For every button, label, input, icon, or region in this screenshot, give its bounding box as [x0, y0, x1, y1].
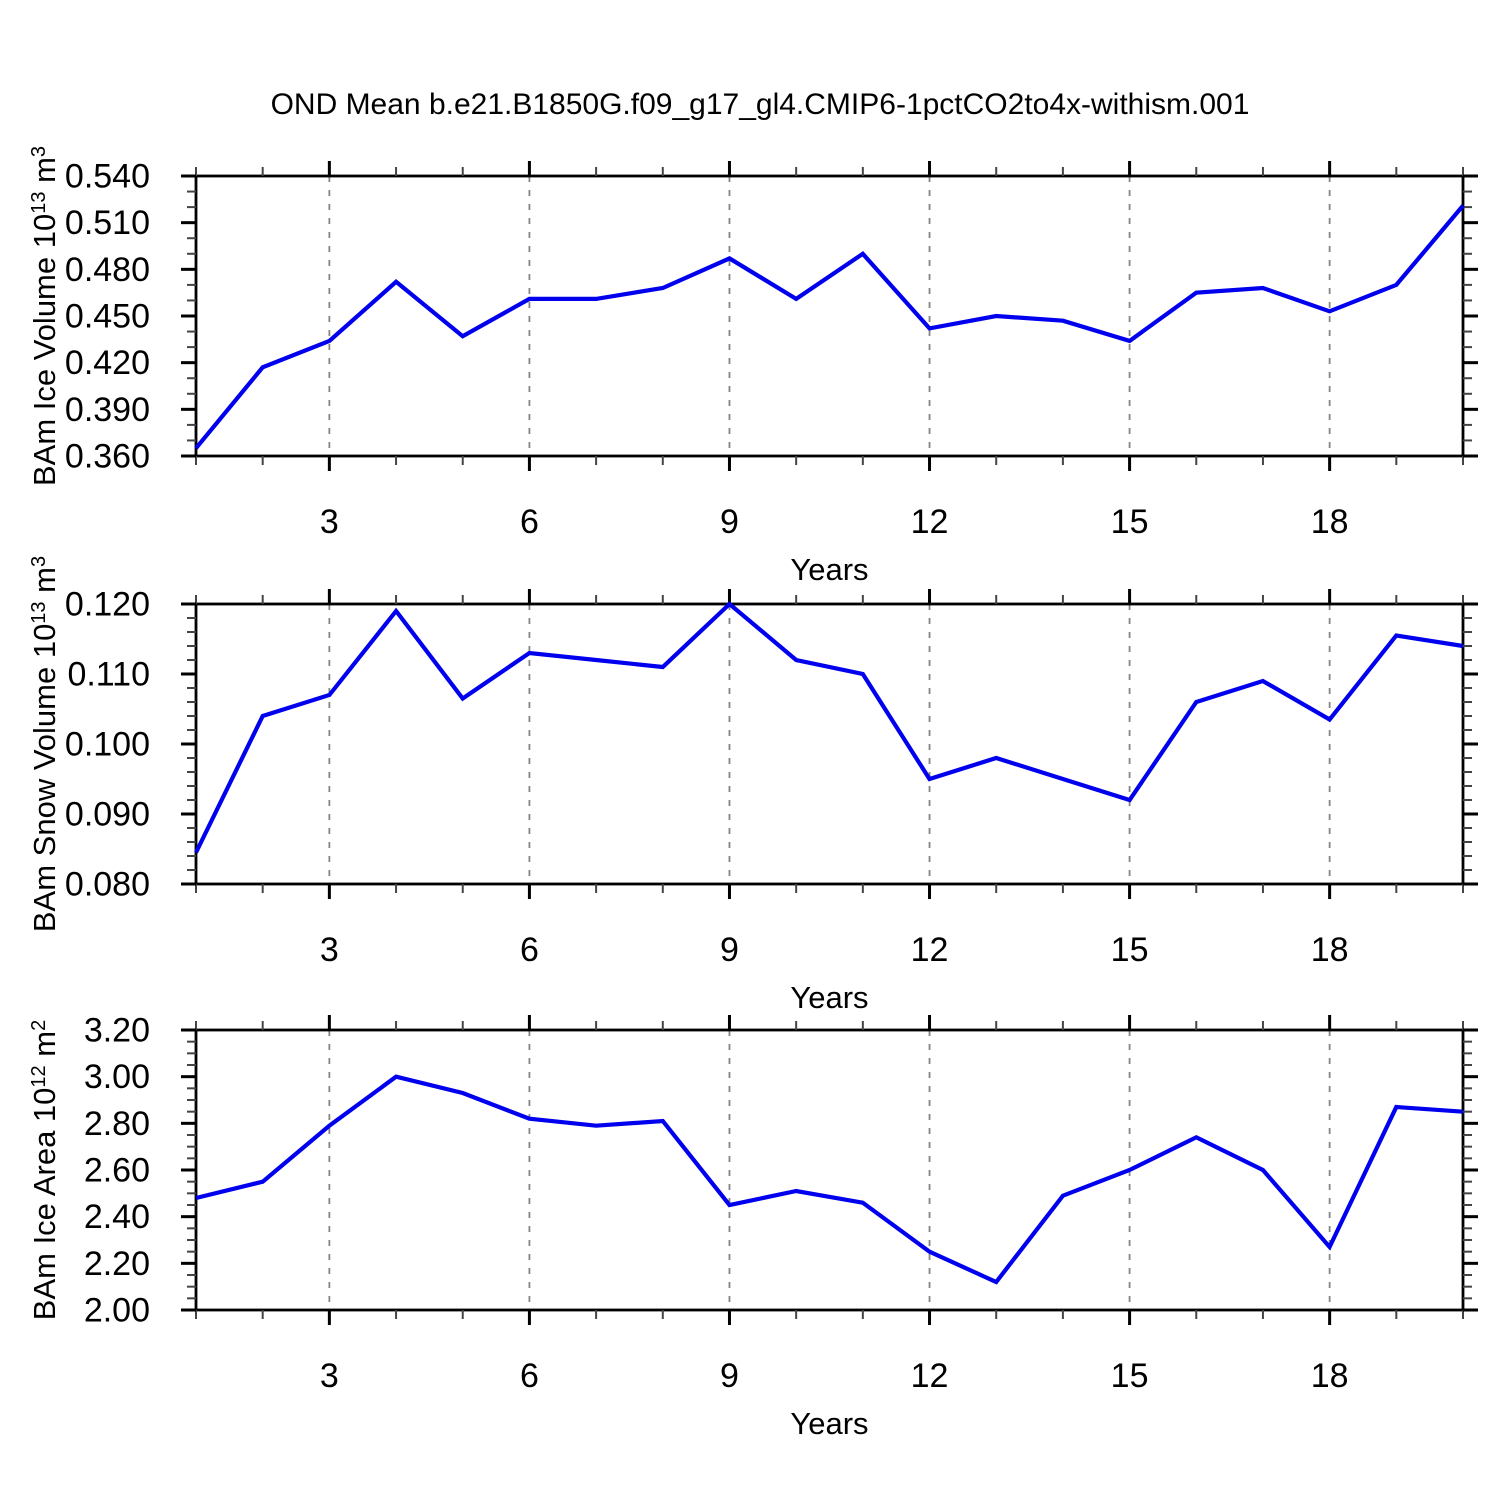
x-tick-label: 6 [520, 503, 539, 541]
y-axis-title-part: BAm Snow Volume 10 [27, 624, 62, 932]
x-tick-label: 12 [911, 503, 949, 541]
x-tick-label: 18 [1311, 1357, 1349, 1395]
y-tick-label: 0.360 [65, 438, 150, 476]
x-axis-title: Years [790, 1406, 868, 1441]
gridlines-snow-volume [328, 604, 1331, 884]
data-line-ice-volume [194, 204, 1465, 450]
x-ticks [195, 161, 1464, 471]
y-tick-label: 2.00 [84, 1292, 150, 1330]
y-tick-label: 0.110 [67, 656, 150, 694]
y-tick-label: 0.120 [65, 586, 150, 624]
y-tick-labels: 0.360 0.390 0.420 0.450 0.480 0.510 0.540 [65, 158, 150, 476]
x-tick-label: 12 [911, 931, 949, 969]
y-axis-title: BAm Snow Volume 1013 m3 [27, 556, 62, 932]
y-tick-label: 0.090 [65, 796, 150, 834]
y-axis-title-part: m [27, 1031, 62, 1065]
x-tick-label: 12 [911, 1357, 949, 1395]
y-axis-title-part: m [27, 567, 62, 601]
y-axis-title-sup: 12 [28, 1065, 50, 1087]
x-tick-label: 3 [320, 1357, 339, 1395]
x-axis-title: Years [790, 980, 868, 1015]
y-tick-label: 0.390 [65, 391, 150, 429]
y-ticks [181, 1028, 1478, 1312]
y-axis-title-sup: 2 [28, 1020, 50, 1031]
gridlines-ice-volume [328, 176, 1331, 456]
x-tick-label: 9 [720, 931, 739, 969]
y-tick-label: 0.510 [65, 204, 150, 242]
x-ticks [195, 589, 1464, 899]
chart-title: OND Mean b.e21.B1850G.f09_g17_gl4.CMIP6-… [270, 88, 1250, 121]
panel-ice-volume: 0.360 0.390 0.420 0.450 0.480 0.510 0.540 3 6 9 12… [27, 146, 1478, 587]
y-axis-title-sup: 13 [28, 601, 50, 623]
y-tick-label: 0.480 [65, 251, 150, 289]
gridlines-ice-area [328, 1030, 1331, 1310]
y-tick-labels: 2.00 2.20 2.40 2.60 2.80 3.00 3.20 [84, 1012, 150, 1330]
y-tick-labels: 0.080 0.090 0.100 0.110 0.120 [65, 586, 150, 904]
data-line-snow-volume [194, 601, 1464, 854]
y-tick-label: 2.80 [84, 1105, 150, 1143]
y-tick-label: 0.080 [65, 866, 150, 904]
y-axis-title-part: BAm Ice Area 10 [27, 1088, 62, 1321]
x-tick-label: 3 [320, 931, 339, 969]
y-ticks [181, 602, 1478, 886]
y-axis-title-sup: 3 [28, 146, 50, 157]
y-axis-title-part: BAm Ice Volume 10 [27, 214, 62, 486]
y-tick-label: 2.60 [84, 1152, 150, 1190]
y-tick-label: 0.420 [65, 344, 150, 382]
x-tick-label: 3 [320, 503, 339, 541]
y-axis-title-sup: 3 [28, 556, 50, 567]
x-ticks [195, 1015, 1464, 1325]
x-tick-label: 9 [720, 503, 739, 541]
x-tick-label: 18 [1311, 503, 1349, 541]
data-line-ice-area [195, 1074, 1464, 1285]
x-tick-labels: 3 6 9 12 15 18 [320, 1357, 1349, 1395]
panel-snow-volume: 0.080 0.090 0.100 0.110 0.120 3 6 9 12 15 18 Years B… [27, 556, 1478, 1015]
x-tick-labels: 3 6 9 12 15 18 [320, 931, 1349, 969]
y-axis-title-sup: 13 [28, 192, 50, 214]
plot-frame [194, 602, 1465, 886]
y-tick-label: 0.540 [65, 158, 150, 196]
y-ticks [181, 174, 1478, 458]
x-tick-label: 18 [1311, 931, 1349, 969]
y-axis-title: BAm Ice Area 1012 m2 [27, 1020, 62, 1320]
x-tick-label: 6 [520, 931, 539, 969]
x-axis-title: Years [790, 552, 868, 587]
x-tick-label: 6 [520, 1357, 539, 1395]
x-tick-label: 15 [1111, 1357, 1149, 1395]
y-tick-label: 0.100 [65, 726, 150, 764]
y-tick-label: 3.00 [84, 1058, 150, 1096]
x-tick-label: 9 [720, 1357, 739, 1395]
y-axis-title: BAm Ice Volume 1013 m3 [27, 146, 62, 486]
y-axis-title-part: m [27, 157, 62, 191]
x-tick-label: 15 [1111, 503, 1149, 541]
panel-ice-area: 2.00 2.20 2.40 2.60 2.80 3.00 3.20 3 6 9 12 15 18 Yea… [27, 1012, 1478, 1441]
y-tick-label: 2.20 [84, 1245, 150, 1283]
y-tick-label: 2.40 [84, 1198, 150, 1236]
y-tick-label: 3.20 [84, 1012, 150, 1050]
y-tick-label: 0.450 [65, 298, 150, 336]
plot-frame [194, 1028, 1465, 1312]
x-tick-labels: 3 6 9 12 15 18 [320, 503, 1349, 541]
x-tick-label: 15 [1111, 931, 1149, 969]
plot-frame [194, 174, 1465, 458]
